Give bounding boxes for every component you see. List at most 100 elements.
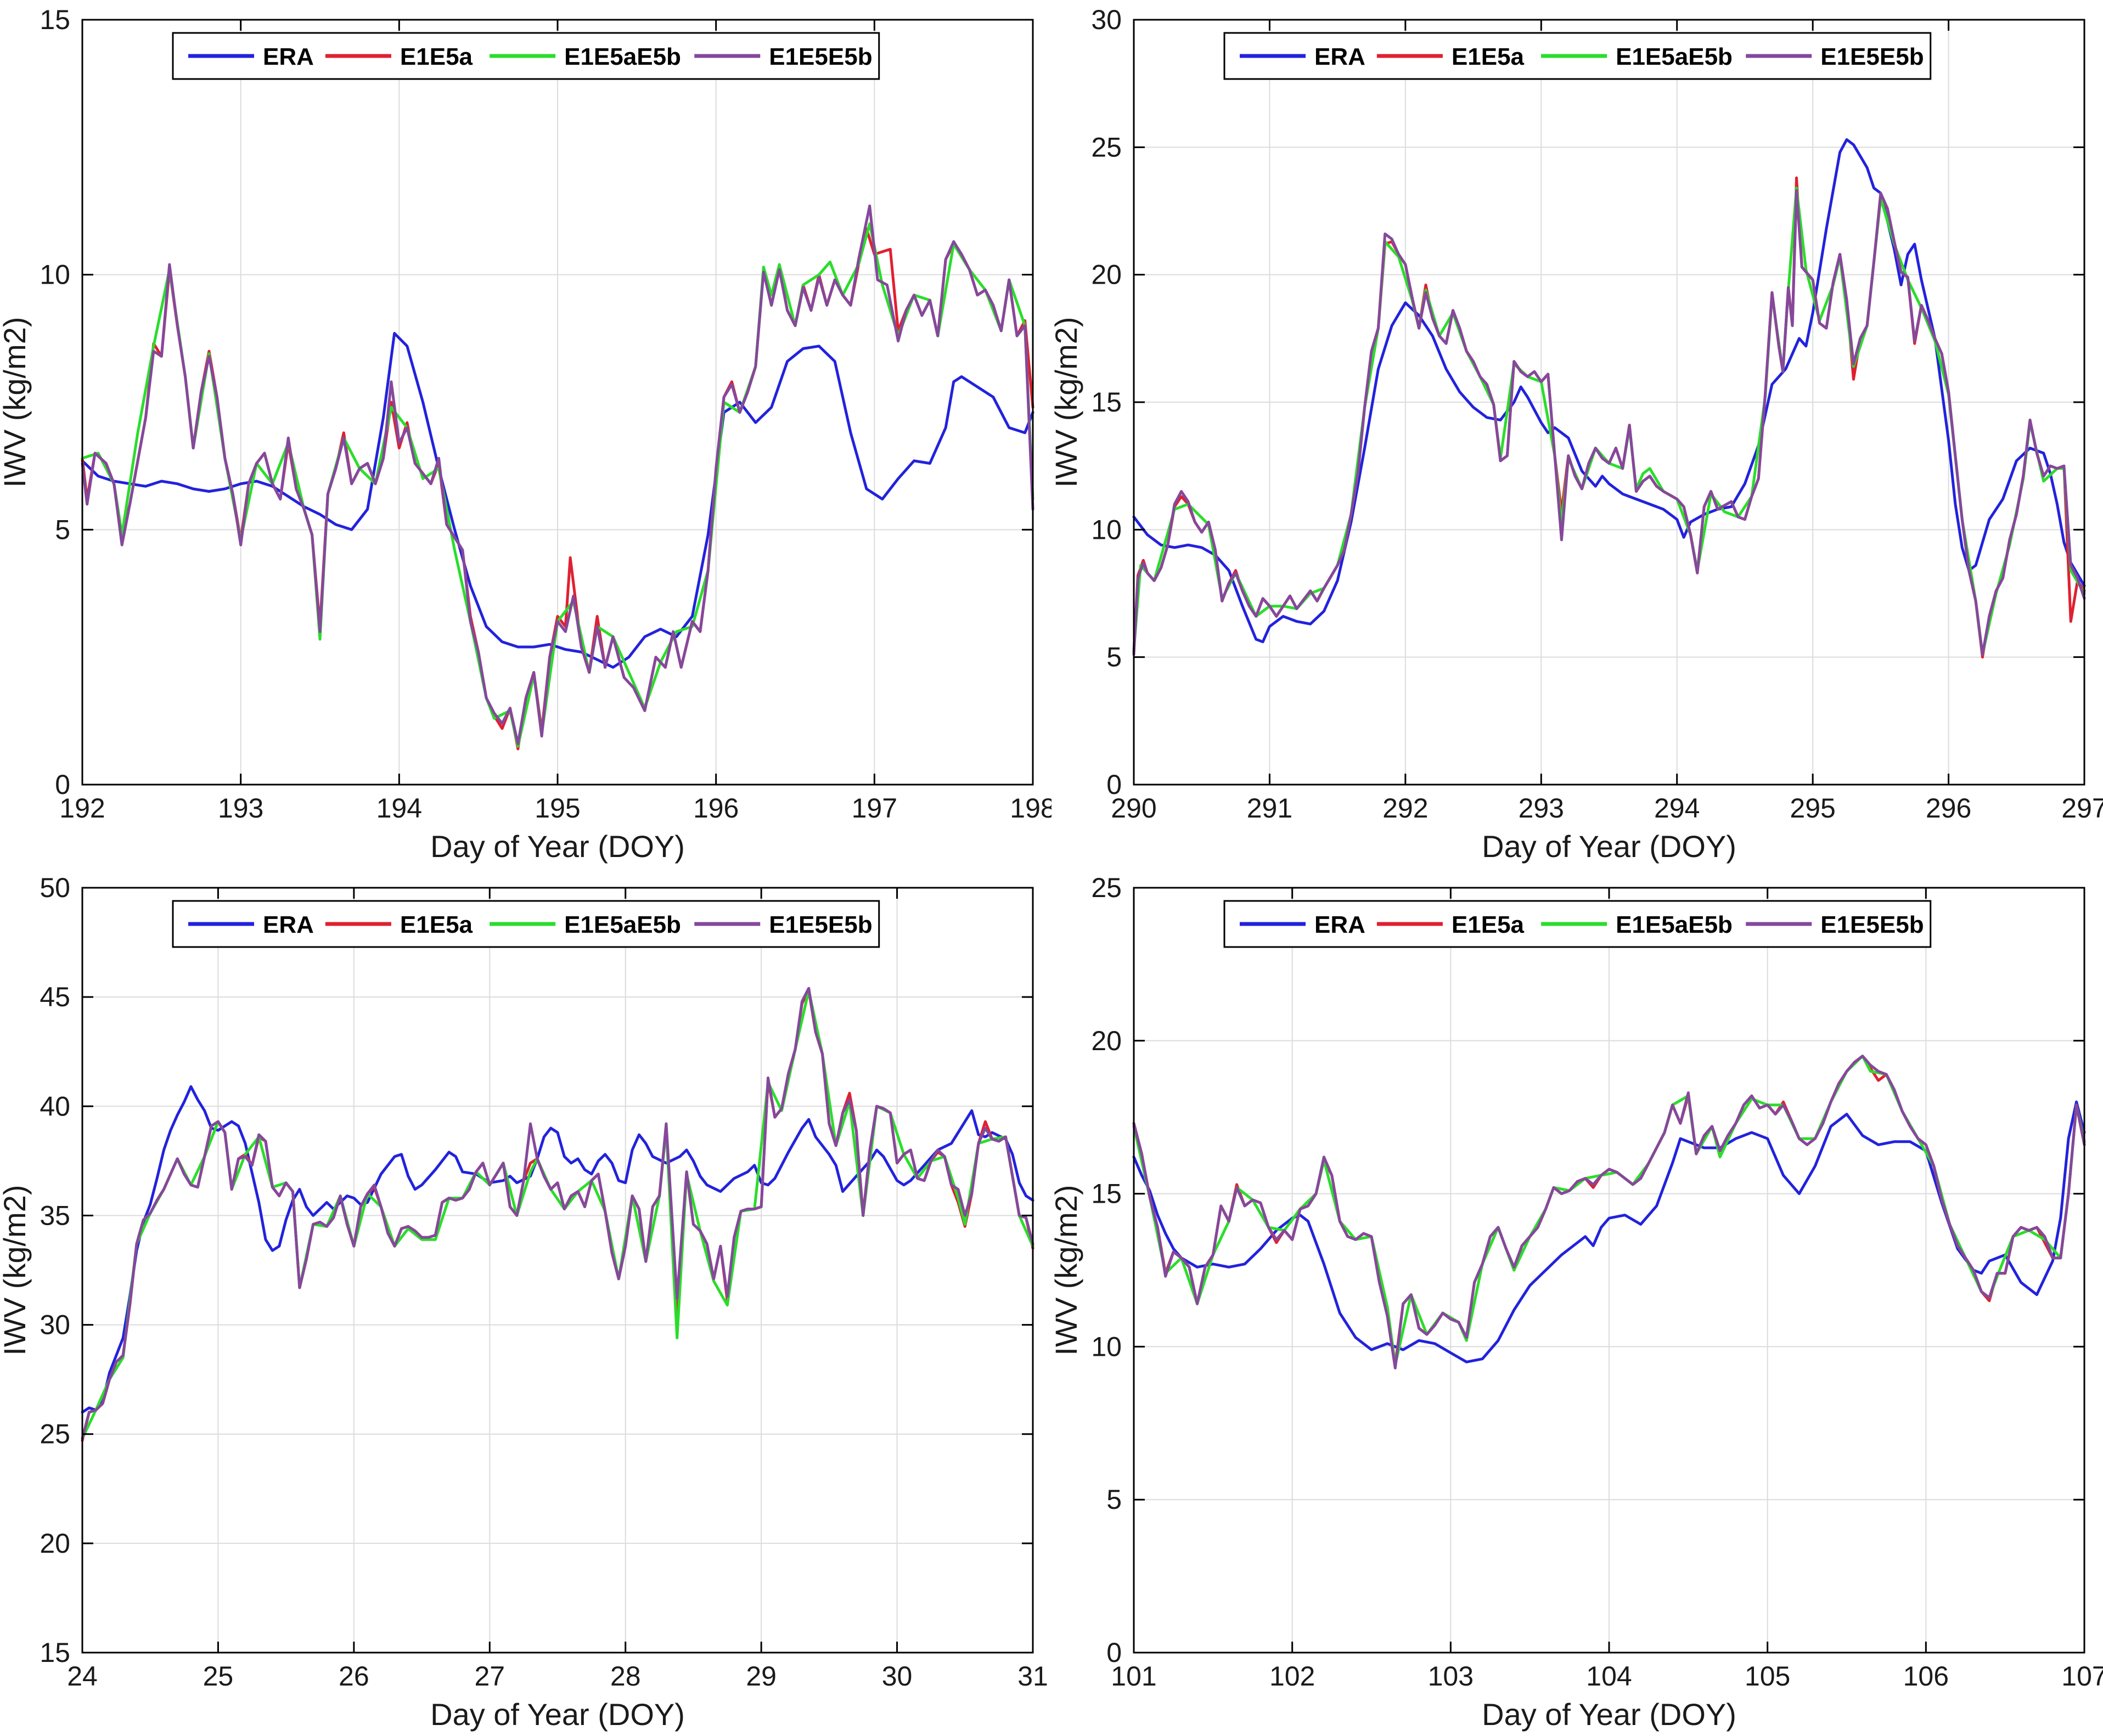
plot-grid [1134,888,2084,1653]
chart-background [1052,0,2103,868]
y-tick-label: 15 [1091,1179,1122,1209]
legend-label-E1E5aE5b: E1E5aE5b [1616,911,1733,938]
series-ERA [1132,138,2086,644]
y-tick-label: 0 [1106,1637,1122,1668]
x-tick-label: 29 [746,1661,777,1692]
x-tick-labels: 24 25 26 27 28 29 30 31 [67,1661,1048,1692]
y-axis-label: IWV (kg/m2) [1052,317,1083,487]
chart-doy-24-31-canvas: 24 25 26 27 28 29 30 31 15 20 25 30 35 40 45 50 Day of Y… [0,868,1052,1736]
x-tick-label: 101 [1111,1661,1156,1692]
x-tick-label: 104 [1586,1661,1632,1692]
chart-background [1052,868,2103,1736]
x-axis-label: Day of Year (DOY) [1482,1697,1736,1732]
y-tick-label: 10 [1091,1331,1122,1362]
legend-label-E1E5a: E1E5a [1452,911,1525,938]
y-tick-label: 50 [40,872,70,903]
legend: ERA E1E5a E1E5aE5b E1E5E5b [1223,32,1932,80]
x-axis-label: Day of Year (DOY) [430,1697,685,1732]
legend: ERA E1E5a E1E5aE5b E1E5E5b [172,900,880,948]
legend-label-E1E5E5b: E1E5E5b [1820,911,1924,938]
tick-marks [1133,19,2085,786]
tick-marks [81,887,1034,1654]
y-tick-label: 35 [40,1200,70,1231]
series-E1E5E5b [81,204,1034,746]
x-tick-label: 293 [1519,793,1564,824]
tick-marks [1133,887,2085,1654]
x-axis-label: Day of Year (DOY) [1482,829,1736,864]
chart-background [0,868,1052,1736]
legend-label-E1E5E5b: E1E5E5b [769,43,872,70]
x-tick-label: 27 [474,1661,505,1692]
y-tick-labels: 0 5 10 15 [40,4,70,800]
y-tick-label: 20 [40,1528,70,1559]
x-tick-label: 102 [1269,1661,1315,1692]
x-tick-label: 290 [1111,793,1156,824]
legend-label-E1E5E5b: E1E5E5b [1820,43,1924,70]
legend: ERA E1E5a E1E5aE5b E1E5E5b [172,32,880,80]
chart-doy-192-198: 192 193 194 195 196 197 198 0 5 10 15 Day of Year (… [0,0,1052,868]
chart-doy-290-297: 290 291 292 293 294 295 296 297 0 5 10 15 20 25 30 Day … [1052,0,2103,868]
y-axis-label: IWV (kg/m2) [0,1185,32,1355]
series-E1E5E5b [1132,189,2086,656]
x-tick-label: 291 [1247,793,1292,824]
legend-label-E1E5E5b: E1E5E5b [769,911,872,938]
x-tick-label: 196 [693,793,739,824]
y-tick-label: 5 [1106,1484,1122,1515]
y-tick-label: 20 [1091,1025,1122,1056]
x-tick-label: 292 [1382,793,1428,824]
y-tick-label: 5 [55,514,70,545]
x-tick-label: 107 [2061,1661,2103,1692]
x-tick-label: 105 [1745,1661,1790,1692]
y-tick-label: 45 [40,982,70,1012]
y-tick-label: 15 [40,4,70,35]
legend-label-E1E5a: E1E5a [400,911,473,938]
y-tick-labels: 0 5 10 15 20 25 30 [1091,4,1122,800]
plot-grid [1134,20,2084,785]
x-tick-label: 192 [59,793,105,824]
plot-grid [82,888,1033,1653]
y-axis-label: IWV (kg/m2) [0,317,32,487]
y-tick-label: 0 [1106,769,1122,800]
chart-background [0,0,1052,868]
legend-box [172,900,880,948]
axes-box [81,887,1034,1654]
series-ERA [81,332,1034,669]
chart-doy-192-198-canvas: 192 193 194 195 196 197 198 0 5 10 15 Day of Year (… [0,0,1052,868]
x-tick-label: 103 [1428,1661,1474,1692]
x-tick-label: 197 [852,793,897,824]
chart-doy-101-107: 101 102 103 104 105 106 107 0 5 10 15 20 25 Day of Ye… [1052,868,2103,1736]
y-tick-label: 0 [55,769,70,800]
x-axis-label: Day of Year (DOY) [430,829,685,864]
x-tick-label: 28 [610,1661,641,1692]
tick-marks [81,19,1034,786]
series-E1E5E5b [1132,1055,2086,1369]
x-tick-label: 297 [2061,793,2103,824]
y-tick-label: 20 [1091,260,1122,290]
legend: ERA E1E5a E1E5aE5b E1E5E5b [1223,900,1932,948]
y-tick-label: 25 [1091,872,1122,903]
y-tick-label: 15 [40,1637,70,1668]
y-tick-label: 25 [1091,132,1122,162]
y-tick-labels: 15 20 25 30 35 40 45 50 [40,872,70,1668]
legend-label-ERA: ERA [263,911,314,938]
y-axis-label: IWV (kg/m2) [1052,1185,1083,1355]
x-tick-labels: 101 102 103 104 105 106 107 [1111,1661,2103,1692]
x-tick-label: 30 [882,1661,913,1692]
legend-label-ERA: ERA [1314,43,1365,70]
y-tick-labels: 0 5 10 15 20 25 [1091,872,1122,1668]
x-tick-label: 24 [67,1661,98,1692]
x-tick-label: 194 [376,793,422,824]
x-tick-label: 25 [203,1661,234,1692]
x-tick-labels: 290 291 292 293 294 295 296 297 [1111,793,2103,824]
y-tick-label: 30 [40,1310,70,1340]
x-tick-label: 106 [1903,1661,1949,1692]
y-tick-label: 10 [40,260,70,290]
x-tick-label: 296 [1926,793,1971,824]
chart-doy-290-297-canvas: 290 291 292 293 294 295 296 297 0 5 10 15 20 25 30 Day … [1052,0,2103,868]
x-tick-label: 26 [339,1661,369,1692]
x-tick-labels: 192 193 194 195 196 197 198 [59,793,1052,824]
legend-label-E1E5aE5b: E1E5aE5b [564,911,681,938]
legend-label-E1E5a: E1E5a [400,43,473,70]
chart-doy-101-107-canvas: 101 102 103 104 105 106 107 0 5 10 15 20 25 Day of Ye… [1052,868,2103,1736]
